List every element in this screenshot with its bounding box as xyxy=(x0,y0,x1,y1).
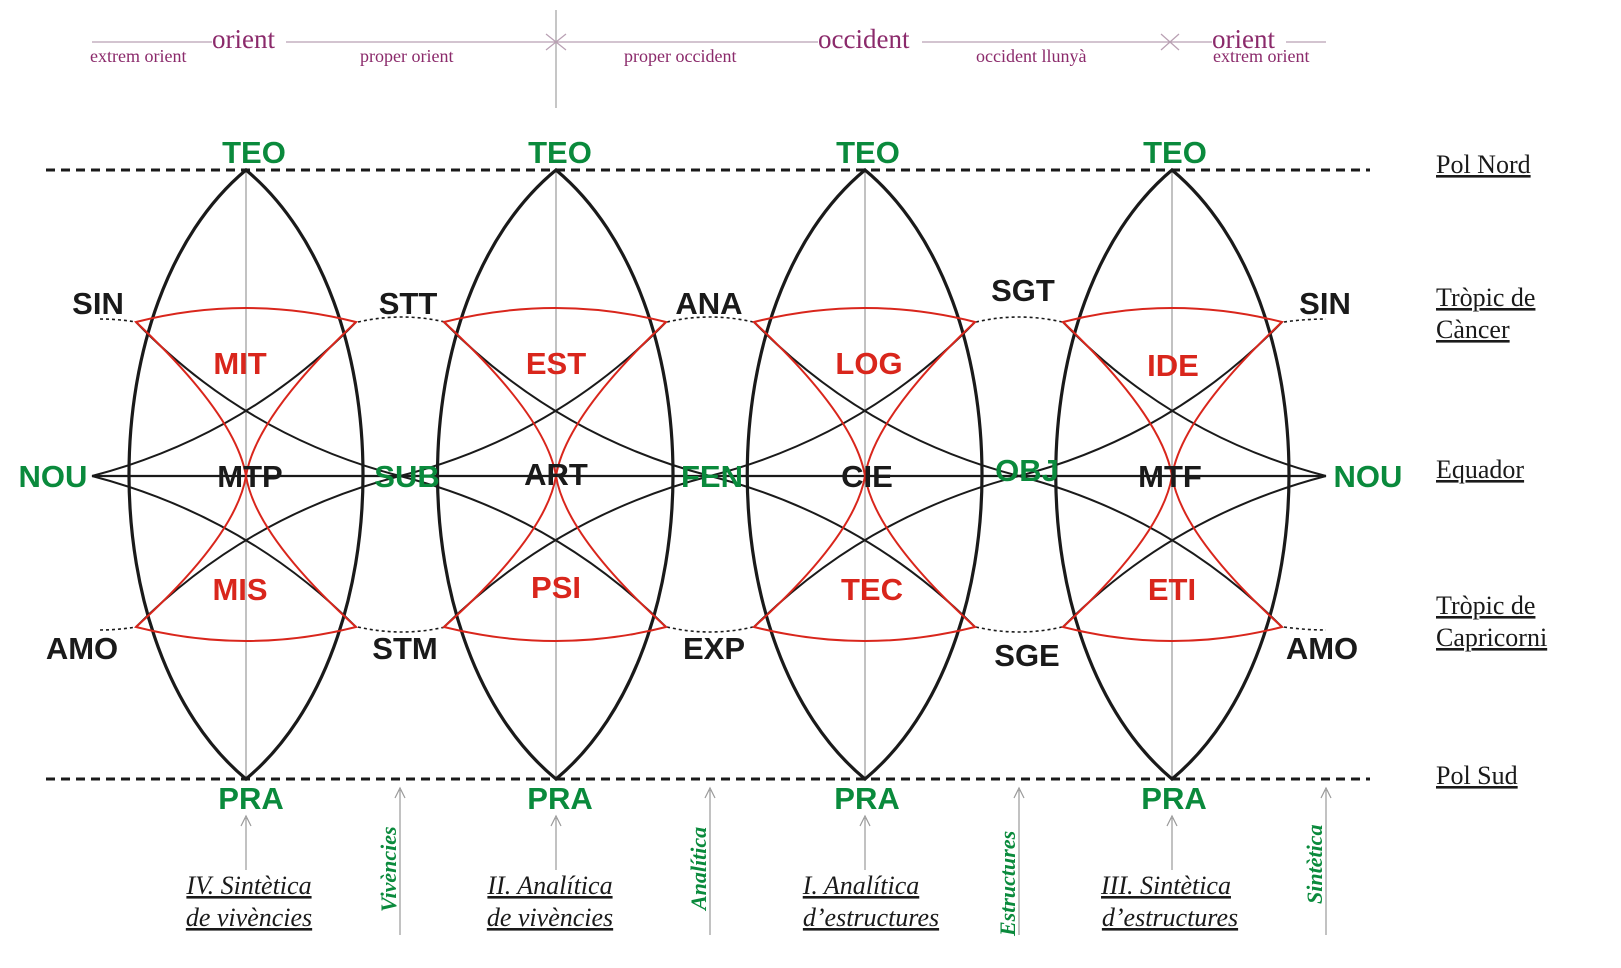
red-upper-curve-3 xyxy=(751,307,978,477)
center-label-cie: CIE xyxy=(841,459,893,494)
lower-node-amo-left: AMO xyxy=(46,631,118,666)
lens-outline-1 xyxy=(127,167,365,782)
red-lower-curve-3 xyxy=(751,475,978,642)
header-extrem-orient-right: extrem orient xyxy=(1213,46,1309,66)
header-extrem-orient-left: extrem orient xyxy=(90,46,186,66)
teo-label-4: TEO xyxy=(1143,135,1207,170)
quadrant-iii-line1: III. Sintètica xyxy=(1100,871,1231,900)
quadrant-ii-line1: II. Analítica xyxy=(486,871,612,900)
lens-outline-2 xyxy=(435,167,675,782)
pra-label-2: PRA xyxy=(527,781,592,816)
quadrant-iv-line2: de vivències xyxy=(186,903,312,932)
equator-node-nou-right: NOU xyxy=(1334,459,1403,494)
red-label-psi: PSI xyxy=(531,570,581,605)
parallel-pol-nord: Pol Nord xyxy=(1436,150,1531,179)
red-label-log: LOG xyxy=(835,346,902,381)
red-label-tec: TEC xyxy=(841,572,903,607)
header-occident: occident xyxy=(818,24,910,54)
lens-outline-4 xyxy=(1054,167,1291,782)
parallel-tropic-cancer-line2: Càncer xyxy=(1436,315,1510,344)
diagonal-arc-a-4 xyxy=(1062,321,1327,477)
pra-label-1: PRA xyxy=(218,781,283,816)
teo-label-3: TEO xyxy=(836,135,900,170)
red-upper-curve-4 xyxy=(1061,307,1285,477)
quadrant-i-line1: I. Analítica xyxy=(802,871,920,900)
header-orient-right: orient xyxy=(1212,24,1275,54)
red-label-eti: ETI xyxy=(1148,572,1196,607)
upper-node-sgt: SGT xyxy=(991,273,1055,308)
lenses xyxy=(91,167,1327,782)
teo-label-1: TEO xyxy=(222,135,286,170)
center-label-art: ART xyxy=(524,457,588,492)
vertical-label-vivencies: Vivències xyxy=(376,826,401,912)
quadrant-iv-line1: IV. Sintètica xyxy=(185,871,311,900)
lens-outline-3 xyxy=(745,167,984,782)
pra-label-3: PRA xyxy=(834,781,899,816)
header-occident-llunya: occident llunyà xyxy=(976,46,1086,66)
diagonal-arc-c-1 xyxy=(135,475,401,628)
upper-node-sin-left: SIN xyxy=(72,286,124,321)
header-scale xyxy=(92,10,1326,108)
vertical-label-sintetica: Sintètica xyxy=(1302,825,1327,904)
header-proper-orient: proper orient xyxy=(360,46,453,66)
vertical-label-estructures: Estructures xyxy=(995,831,1020,937)
red-upper-curve-2 xyxy=(441,307,669,477)
red-label-mis: MIS xyxy=(212,572,267,607)
vertical-label-analitica: Analítica xyxy=(686,827,711,912)
lower-node-stm: STM xyxy=(372,631,437,666)
upper-node-stt: STT xyxy=(379,286,438,321)
equator-node-sub: SUB xyxy=(374,459,439,494)
parallel-pol-sud: Pol Sud xyxy=(1436,761,1518,790)
red-label-mit: MIT xyxy=(213,346,266,381)
center-label-mtf: MTF xyxy=(1138,459,1202,494)
parallel-tropic-cancer-line1: Tròpic de xyxy=(1436,283,1535,312)
header-orient-left: orient xyxy=(212,24,275,54)
red-label-ide: IDE xyxy=(1147,348,1199,383)
upper-node-sin-right: SIN xyxy=(1299,286,1351,321)
header-proper-occident: proper occident xyxy=(624,46,736,66)
parallel-tropic-capricorn-line2: Capricorni xyxy=(1436,623,1547,652)
red-lower-curve-2 xyxy=(441,475,669,642)
lower-node-exp: EXP xyxy=(683,631,745,666)
diagonal-arc-a-1 xyxy=(135,321,401,477)
red-upper-curve-1 xyxy=(133,307,359,477)
parallel-tropic-capricorn-line1: Tròpic de xyxy=(1436,591,1535,620)
red-lower-curve-1 xyxy=(133,475,359,642)
pra-label-4: PRA xyxy=(1141,781,1206,816)
quadrant-iii-line2: d’estructures xyxy=(1102,903,1238,932)
equator-node-obj: OBJ xyxy=(995,453,1059,488)
red-label-est: EST xyxy=(526,346,586,381)
equator-node-fen: FEN xyxy=(681,459,743,494)
quadrant-i-line2: d’estructures xyxy=(803,903,939,932)
lower-node-amo-right: AMO xyxy=(1286,631,1358,666)
tropic-dotted-lines xyxy=(99,316,1327,633)
teo-label-2: TEO xyxy=(528,135,592,170)
quadrant-ii-line2: de vivències xyxy=(487,903,613,932)
lower-node-sge: SGE xyxy=(994,638,1059,673)
red-lower-curve-4 xyxy=(1060,475,1285,642)
parallel-equador: Equador xyxy=(1436,455,1524,484)
equator-node-nou-left: NOU xyxy=(19,459,88,494)
upper-node-ana: ANA xyxy=(675,286,742,321)
center-label-mtp: MTP xyxy=(217,459,282,494)
meridian-arrows xyxy=(240,786,1332,935)
